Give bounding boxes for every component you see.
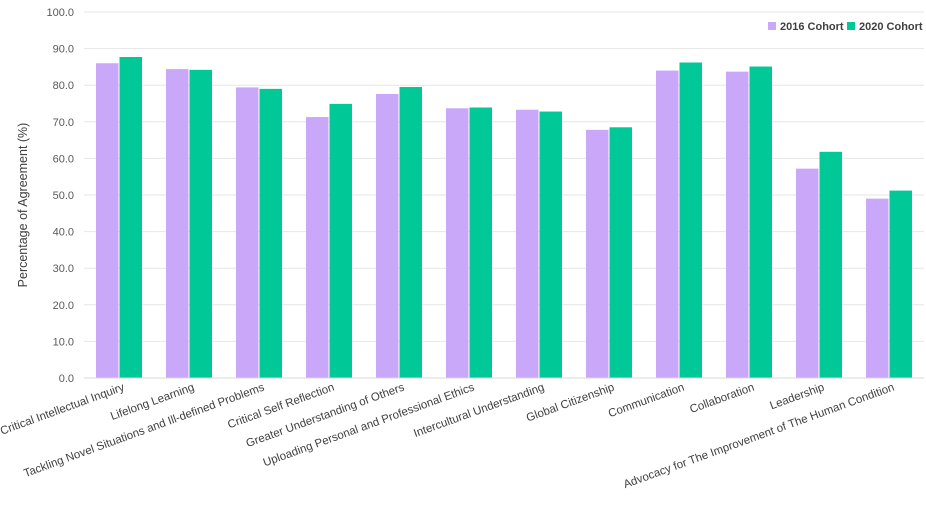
x-category-label: Critical Intellectual Inquiry [0, 381, 126, 437]
bar-2020-cohort [329, 103, 352, 378]
bar-2020-cohort [539, 111, 562, 378]
bar-2016-cohort [656, 70, 679, 378]
legend: 2016 Cohort 2020 Cohort [768, 21, 923, 33]
bar-2016-cohort [96, 63, 119, 379]
bar-2016-cohort [166, 69, 189, 378]
x-category-label: Collaboration [688, 382, 756, 416]
bar-2016-cohort [306, 117, 329, 379]
y-tick-label: 90.0 [53, 44, 74, 56]
bar-2020-cohort [399, 87, 422, 378]
y-axis-ticks: 0.0 10.0 20.0 30.0 40.0 50.0 60.0 70.0 80.0 90.0 1… [46, 7, 74, 385]
x-category-label: Communication [607, 382, 686, 421]
y-axis-title: Percentage of Agreement (%) [16, 123, 30, 288]
bar-2016-cohort [726, 71, 749, 379]
y-tick-label: 80.0 [53, 80, 74, 92]
bar-2016-cohort [236, 87, 259, 378]
bar-2020-cohort [889, 190, 912, 378]
legend-label: 2020 Cohort [859, 21, 923, 33]
y-tick-label: 70.0 [53, 117, 74, 129]
y-tick-label: 60.0 [53, 153, 74, 165]
bar-2020-cohort [679, 62, 702, 379]
bar-2020-cohort [819, 151, 842, 378]
bars [96, 57, 912, 379]
bar-2016-cohort [376, 93, 399, 378]
y-tick-label: 100.0 [46, 7, 74, 19]
x-category-label: Intercultural Understanding [412, 382, 546, 441]
bar-2016-cohort [516, 109, 539, 379]
bar-2016-cohort [446, 108, 469, 379]
y-tick-label: 20.0 [53, 300, 74, 312]
y-tick-label: 40.0 [53, 227, 74, 239]
y-tick-label: 10.0 [53, 336, 74, 348]
legend-swatch [847, 22, 855, 30]
bar-2020-cohort [609, 127, 632, 378]
gridlines [84, 11, 924, 342]
bar-2016-cohort [796, 168, 819, 378]
bar-2020-cohort [259, 88, 282, 379]
y-tick-label: 0.0 [59, 373, 74, 385]
legend-swatch [768, 22, 776, 30]
bar-2020-cohort [119, 57, 142, 378]
bar-2016-cohort [586, 129, 609, 378]
bar-2016-cohort [866, 198, 889, 378]
legend-label: 2016 Cohort [780, 21, 844, 33]
bar-2020-cohort [749, 66, 772, 378]
bar-2020-cohort [189, 69, 212, 378]
bar-2020-cohort [469, 107, 492, 378]
y-tick-label: 30.0 [53, 263, 74, 275]
y-tick-label: 50.0 [53, 190, 74, 202]
